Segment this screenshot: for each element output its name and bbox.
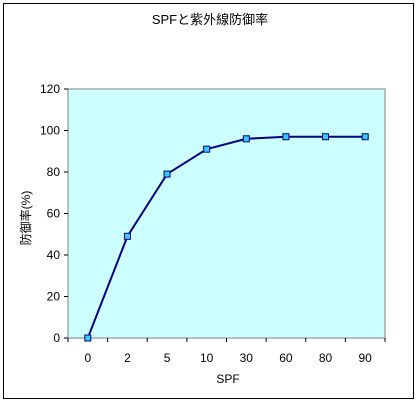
- x-tick-label: 60: [279, 351, 293, 365]
- plot-area: [67, 88, 386, 339]
- y-tick-label: 0: [53, 331, 60, 345]
- x-tick-label: 10: [200, 351, 214, 365]
- data-point-marker: [282, 133, 290, 141]
- x-tick-label: 0: [84, 351, 91, 365]
- chart-title: SPFと紫外線防御率: [152, 12, 268, 27]
- x-tick-label: 90: [359, 351, 373, 365]
- y-axis: 0 20 40 60 80 100 120: [40, 82, 68, 345]
- data-point-marker: [242, 135, 250, 143]
- y-tick-label: 40: [47, 248, 61, 262]
- series-line: [86, 135, 366, 339]
- x-axis: 0 2 5 10 30 60 80 90: [67, 338, 386, 365]
- x-tick-label: 30: [240, 351, 254, 365]
- y-axis-label: 防御率(%): [18, 191, 33, 246]
- y-tick-label: 80: [47, 165, 61, 179]
- data-point-marker: [84, 334, 92, 342]
- y-tick-label: 120: [40, 82, 60, 96]
- x-tick-label: 5: [164, 351, 171, 365]
- data-point-marker: [163, 170, 171, 178]
- data-point-marker: [361, 133, 369, 141]
- data-point-marker: [123, 232, 131, 240]
- data-point-marker: [322, 133, 330, 141]
- x-tick-label: 80: [319, 351, 333, 365]
- data-point-marker: [203, 145, 211, 153]
- y-tick-label: 100: [40, 124, 60, 138]
- y-tick-label: 60: [47, 207, 61, 221]
- x-axis-label: SPF: [216, 372, 239, 386]
- series-markers: [84, 133, 369, 342]
- y-tick-label: 20: [47, 290, 61, 304]
- x-tick-label: 2: [124, 351, 131, 365]
